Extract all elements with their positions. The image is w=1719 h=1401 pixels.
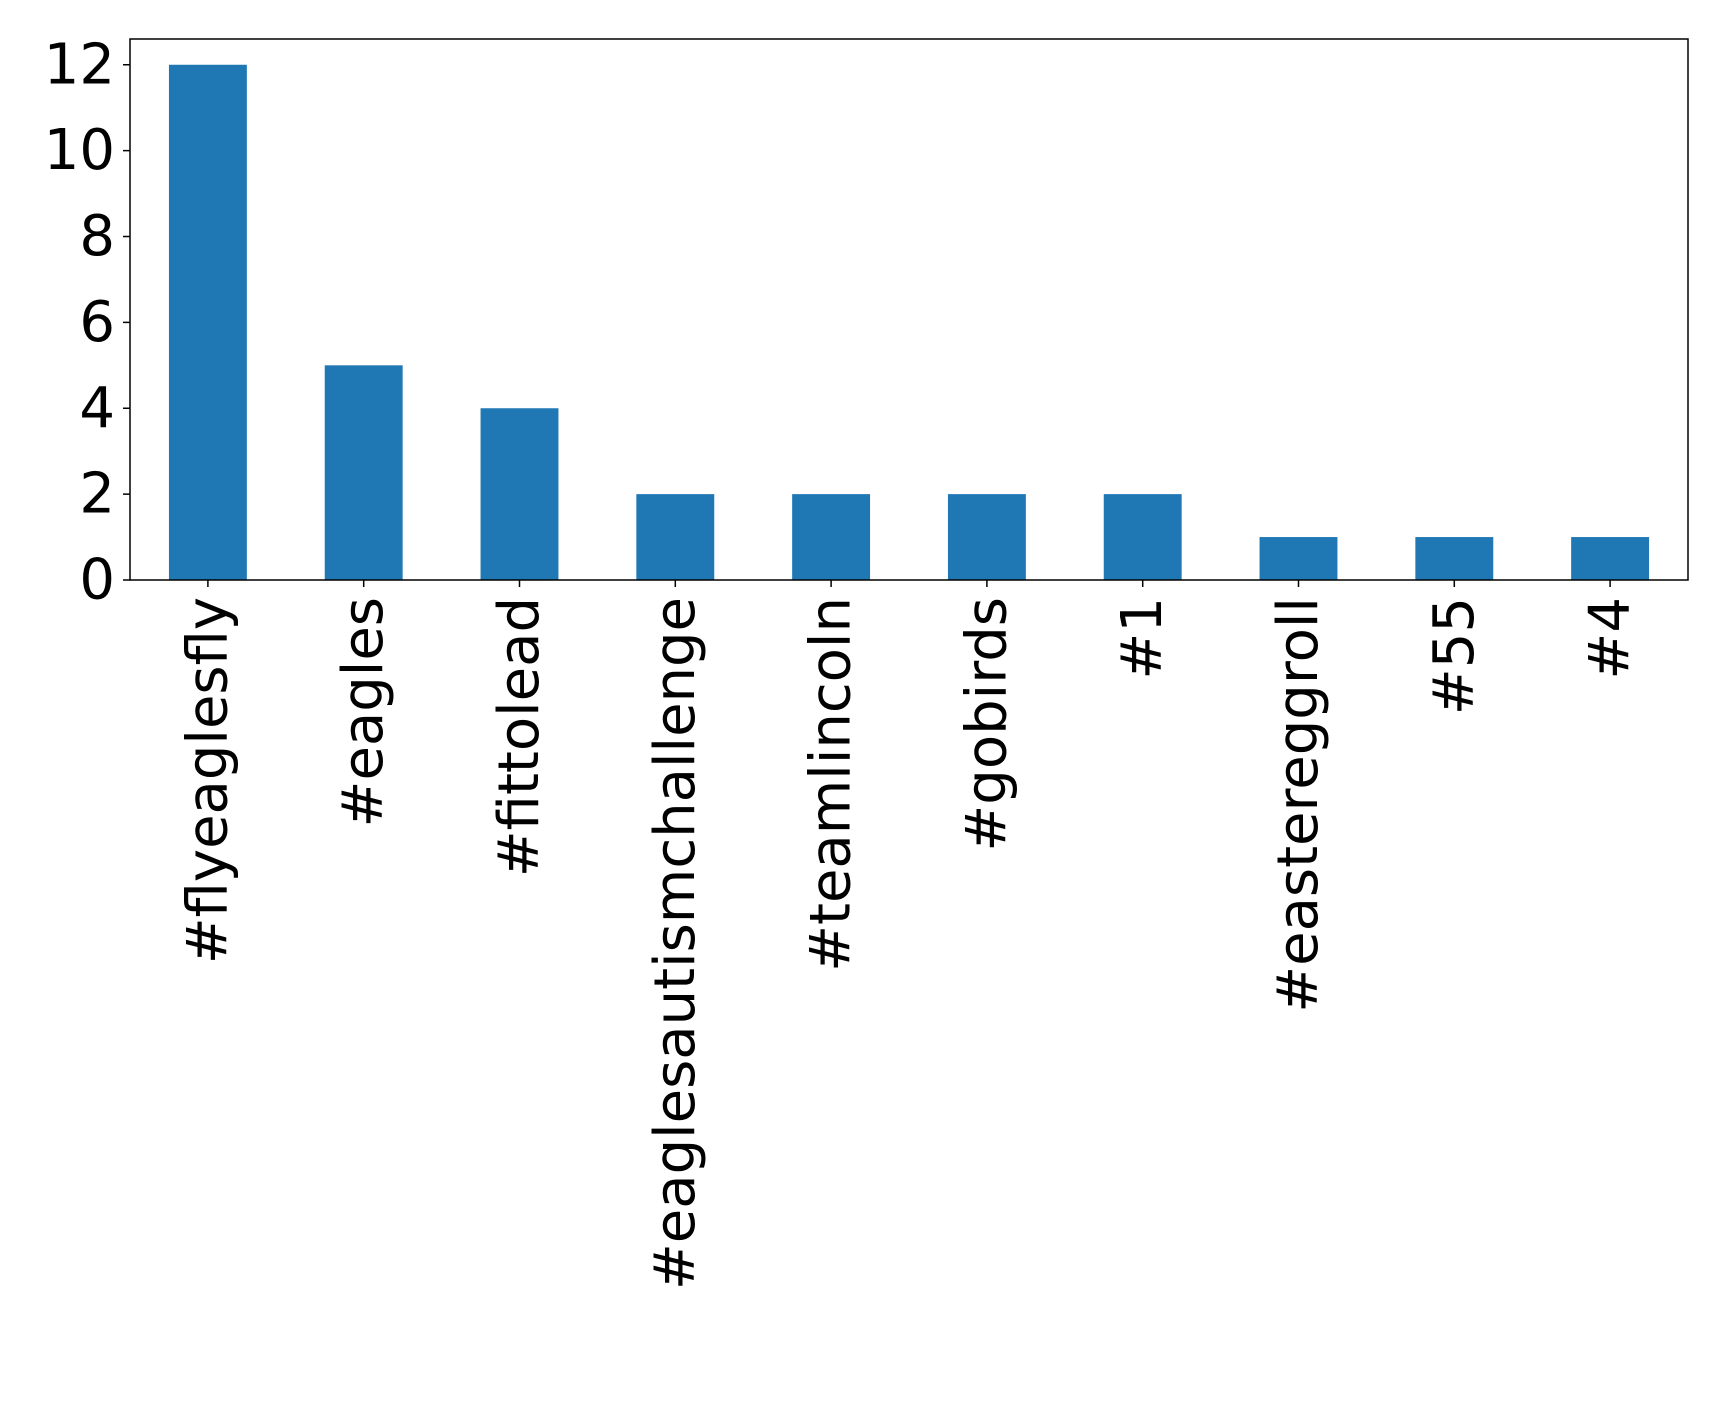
x-tick-label: #teamlincoln [799, 597, 864, 972]
y-tick-label: 4 [79, 376, 115, 441]
x-axis: #flyeaglesfly #eagles #fittolead #eaglesaut… [175, 580, 1643, 1290]
x-tick-label: #eaglesautismchallenge [643, 597, 708, 1290]
y-tick-label: 12 [44, 32, 115, 97]
y-tick-label: 10 [44, 118, 115, 183]
bar-8 [1415, 537, 1494, 580]
x-tick-label: #eagles [331, 597, 396, 827]
bar-2 [480, 408, 559, 580]
y-axis: 0 2 4 6 8 10 12 [44, 32, 130, 613]
x-tick-label: #fittolead [487, 597, 552, 877]
bar-7 [1259, 537, 1338, 580]
bar-1 [324, 365, 403, 580]
bars-group [168, 64, 1650, 580]
x-tick-label: #4 [1578, 597, 1643, 680]
x-tick-label: #gobirds [954, 597, 1019, 852]
plot-frame [129, 38, 1689, 581]
y-tick-label: 8 [79, 204, 115, 269]
bar-0 [168, 64, 247, 580]
x-tick-label: #flyeaglesfly [175, 597, 240, 964]
y-tick-label: 0 [79, 548, 115, 613]
x-tick-label: #1 [1110, 597, 1175, 680]
y-tick-label: 2 [79, 462, 115, 527]
x-tick-label: #55 [1422, 597, 1487, 715]
x-tick-label: #eastereggroll [1266, 597, 1331, 1013]
bar-9 [1571, 537, 1650, 580]
y-tick-label: 6 [79, 290, 115, 355]
bar-4 [792, 494, 871, 580]
bar-6 [1103, 494, 1182, 580]
bar-5 [947, 494, 1026, 580]
bar-3 [636, 494, 715, 580]
